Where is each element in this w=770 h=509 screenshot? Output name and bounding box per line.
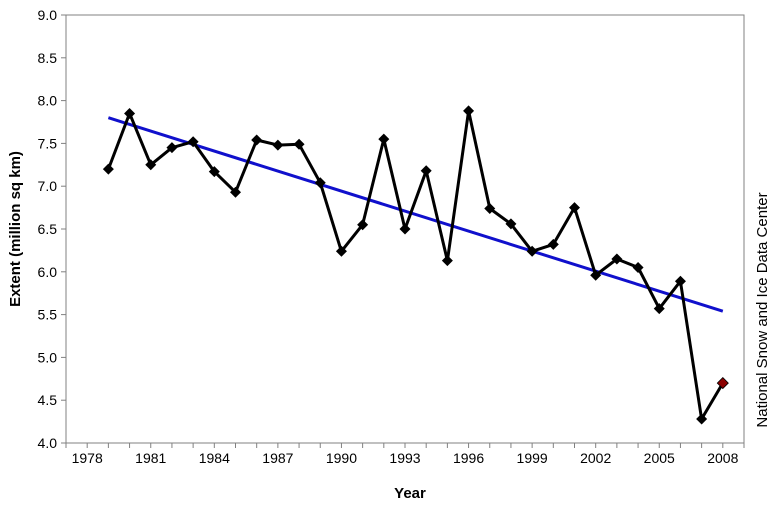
- x-tick-label: 2002: [580, 450, 611, 466]
- highlight-point: [716, 377, 729, 390]
- data-point: [505, 218, 517, 230]
- data-point: [124, 107, 136, 119]
- x-tick-label: 1990: [326, 450, 357, 466]
- data-point: [484, 202, 496, 214]
- y-tick-label: 6.5: [38, 221, 58, 237]
- y-tick-label: 9.0: [38, 7, 58, 23]
- data-point: [230, 186, 241, 198]
- y-tick-label: 8.0: [38, 93, 58, 109]
- y-tick-label: 5.5: [38, 307, 58, 323]
- data-point: [653, 303, 665, 315]
- y-axis: 4.0 4.5 5.0 5.5 6.0 6.5 7.0 7.5 8.0 8.5 9.0: [38, 7, 66, 451]
- x-axis: 1978 1981 1984 1987 1990 1993 1996 1999 2002 2005…: [65, 443, 745, 466]
- data-point: [399, 223, 411, 235]
- y-axis-title: Extent (million sq km): [7, 151, 24, 307]
- data-point: [441, 255, 453, 267]
- data-point: [166, 142, 178, 154]
- data-point: [463, 105, 475, 117]
- data-point: [590, 269, 602, 281]
- marker-layer: [102, 105, 729, 425]
- data-point: [251, 134, 263, 146]
- data-point: [335, 245, 347, 257]
- data-point: [420, 165, 432, 177]
- y-tick-label: 4.5: [38, 392, 58, 408]
- x-tick-label: 1996: [453, 450, 484, 466]
- data-point: [272, 139, 284, 151]
- y-tick-label: 7.5: [38, 135, 58, 151]
- data-point: [208, 166, 220, 178]
- y-tick-label: 5.0: [38, 349, 58, 365]
- x-tick-label: 1984: [199, 450, 230, 466]
- data-point: [611, 253, 623, 265]
- trend-line: [107, 116, 724, 313]
- data-point: [674, 275, 686, 287]
- y-tick-label: 6.0: [38, 264, 58, 280]
- data-point: [357, 219, 369, 231]
- trend-line-layer: [107, 116, 724, 313]
- x-axis-title: Year: [394, 485, 426, 502]
- data-point: [526, 245, 538, 257]
- data-point: [378, 133, 390, 145]
- data-point: [293, 138, 305, 150]
- y-tick-label: 8.5: [38, 50, 58, 66]
- y-tick-label: 4.0: [38, 435, 58, 451]
- credit-label: National Snow and Ice Data Center: [754, 192, 770, 427]
- data-point: [547, 238, 559, 250]
- data-point: [632, 262, 644, 274]
- data-point: [145, 159, 157, 171]
- x-tick-label: 2005: [644, 450, 675, 466]
- data-point: [696, 413, 708, 425]
- x-tick-label: 1981: [135, 450, 166, 466]
- data-point: [187, 136, 199, 148]
- x-tick-label: 1987: [262, 450, 293, 466]
- data-point: [102, 163, 114, 175]
- x-tick-label: 1993: [389, 450, 420, 466]
- data-point: [314, 177, 326, 189]
- y-tick-label: 7.0: [38, 178, 58, 194]
- data-point: [569, 202, 580, 214]
- x-tick-label: 2008: [707, 450, 738, 466]
- x-tick-label: 1978: [72, 450, 103, 466]
- x-tick-label: 1999: [517, 450, 548, 466]
